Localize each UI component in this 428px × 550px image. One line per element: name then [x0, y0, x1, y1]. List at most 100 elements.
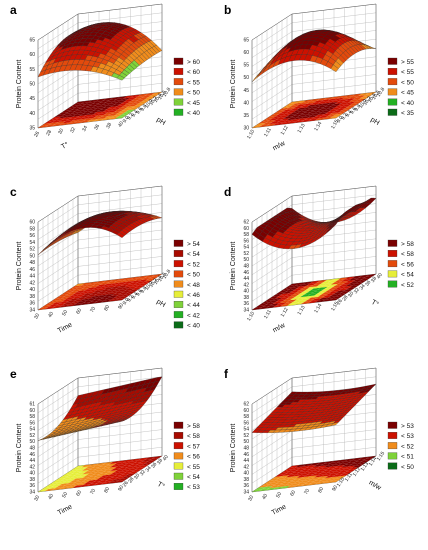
z-tick-a: 45 — [29, 96, 35, 102]
legend-swatch-c — [173, 280, 184, 288]
x-axis-title-b: m/w — [272, 140, 287, 153]
x-tick-b: 1:12 — [280, 125, 290, 137]
z-tick-d: 40 — [243, 289, 249, 295]
panel-f: f 34 36 38 40 42 44 46 48 50 52 54 56 58 60 62 30 40 50 60 7… — [214, 364, 428, 546]
legend-label-d: > 58 — [401, 241, 414, 248]
legend-label-a: < 45 — [187, 100, 200, 107]
y-tick-a: 9.6 — [135, 106, 144, 115]
z-tick-c: 54 — [29, 240, 35, 246]
surface-f — [251, 383, 377, 433]
legend-label-c: < 42 — [187, 312, 200, 319]
legend-label-a: < 55 — [187, 79, 200, 86]
legend-swatch-e — [173, 421, 184, 429]
y-tick-b: 9.2 — [340, 112, 349, 121]
legend-label-a: < 40 — [187, 110, 200, 117]
legend-swatch-d — [387, 239, 398, 247]
y-tick-a: 9.0 — [122, 115, 131, 124]
x-tick-e: 80 — [103, 486, 111, 494]
legend-swatch-c — [173, 260, 184, 268]
legend-label-c: < 44 — [187, 302, 200, 309]
z-tick-d: 48 — [243, 264, 249, 270]
z-tick-a: 35 — [29, 126, 35, 132]
x-tick-e: 50 — [61, 491, 69, 499]
y-tick-d: 36 — [364, 279, 372, 287]
y-tick-b: 10.8 — [376, 87, 387, 99]
x-tick-f: 60 — [289, 489, 297, 497]
x-tick-a: 28 — [45, 129, 53, 137]
x-tick-e: 30 — [33, 494, 41, 502]
legend-label-c: < 52 — [187, 261, 200, 268]
z-tick-c: 58 — [29, 226, 35, 232]
z-tick-c: 34 — [29, 308, 35, 314]
z-tick-f: 40 — [243, 471, 249, 477]
z-axis-title-a: Protein Content — [16, 60, 23, 109]
x-tick-e: 70 — [89, 488, 97, 496]
legend-swatch-d — [387, 250, 398, 257]
legend-f: > 53 < 53 < 52 < 51 < 50 — [387, 421, 414, 471]
legend-swatch-c — [173, 301, 184, 308]
legend-swatch-b — [387, 88, 398, 96]
legend-label-f: > 53 — [401, 423, 414, 430]
y-tick-c: 9.2 — [126, 294, 135, 303]
x-tick-d: 1:14 — [313, 303, 323, 315]
y-tick-c: 9.6 — [135, 288, 144, 297]
legend-b: > 55 < 55 < 50 < 45 < 40 < 35 — [387, 57, 414, 117]
legend-label-d: < 56 — [401, 261, 414, 268]
x-tick-f: 40 — [261, 493, 269, 501]
legend-swatch-b — [387, 98, 398, 106]
legend-swatch-d — [387, 280, 398, 288]
x-tick-e: 90 — [117, 484, 125, 492]
z-tick-c: 52 — [29, 247, 35, 253]
y-tick-e: 26 — [122, 480, 130, 488]
legend-swatch-e — [173, 472, 184, 480]
x-tick-d: 1:15 — [330, 301, 340, 313]
z-tick-c: 48 — [29, 260, 35, 266]
y-tick-a: 9.4 — [131, 109, 140, 118]
y-tick-c: 10.8 — [162, 269, 173, 281]
legend-swatch-a — [173, 68, 184, 75]
z-tick-e: 50 — [29, 439, 35, 445]
x-axis-title-f: Time — [271, 503, 288, 516]
z-axis-title-e: Protein Content — [16, 424, 23, 473]
x-tick-f: 90 — [331, 484, 339, 492]
x-tick-f: 70 — [303, 488, 311, 496]
legend-swatch-e — [173, 462, 184, 470]
z-tick-f: 56 — [243, 420, 249, 426]
legend-swatch-c — [173, 270, 184, 278]
y-axis-title-b: pH — [369, 116, 380, 127]
legend-label-b: > 55 — [401, 59, 414, 66]
chart-b-svg: b 30 35 40 45 50 55 60 65 1:10 1:11 1:12 1:13 1:14 1:1… — [224, 3, 414, 153]
x-tick-b: 1:15 — [330, 119, 340, 131]
floor-contour-b — [252, 92, 376, 128]
panel-label-a: a — [10, 3, 17, 17]
x-tick-f: 30 — [247, 494, 255, 502]
z-tick-f: 58 — [243, 414, 249, 420]
legend-label-f: < 52 — [401, 443, 414, 450]
floor-contour-f — [252, 456, 376, 492]
y-tick-a: 10.0 — [144, 98, 155, 110]
z-tick-a: 65 — [29, 38, 35, 44]
legend-swatch-d — [387, 260, 398, 268]
y-axis-title-d: T° — [370, 298, 380, 309]
z-tick-b: 65 — [243, 38, 249, 44]
panel-label-d: d — [224, 185, 231, 199]
legend-swatch-a — [173, 108, 184, 116]
x-tick-f: 50 — [275, 491, 283, 499]
x-tick-b: 1:13 — [297, 123, 307, 135]
x-tick-a: 34 — [81, 125, 89, 133]
z-tick-f: 52 — [243, 433, 249, 439]
z-tick-f: 42 — [243, 464, 249, 470]
y-tick-f: 1:12 — [352, 466, 363, 478]
legend-swatch-e — [173, 452, 184, 460]
y-tick-c: 10.6 — [157, 271, 168, 283]
z-tick-d: 34 — [243, 308, 249, 314]
legend-label-e: < 56 — [187, 454, 200, 461]
z-tick-d: 56 — [243, 238, 249, 244]
z-axis-title-f: Protein Content — [230, 424, 237, 473]
legend-swatch-a — [173, 57, 184, 65]
legend-swatch-a — [173, 88, 184, 96]
legend-swatch-b — [387, 78, 398, 86]
z-tick-f: 38 — [243, 477, 249, 483]
z-tick-f: 48 — [243, 446, 249, 452]
